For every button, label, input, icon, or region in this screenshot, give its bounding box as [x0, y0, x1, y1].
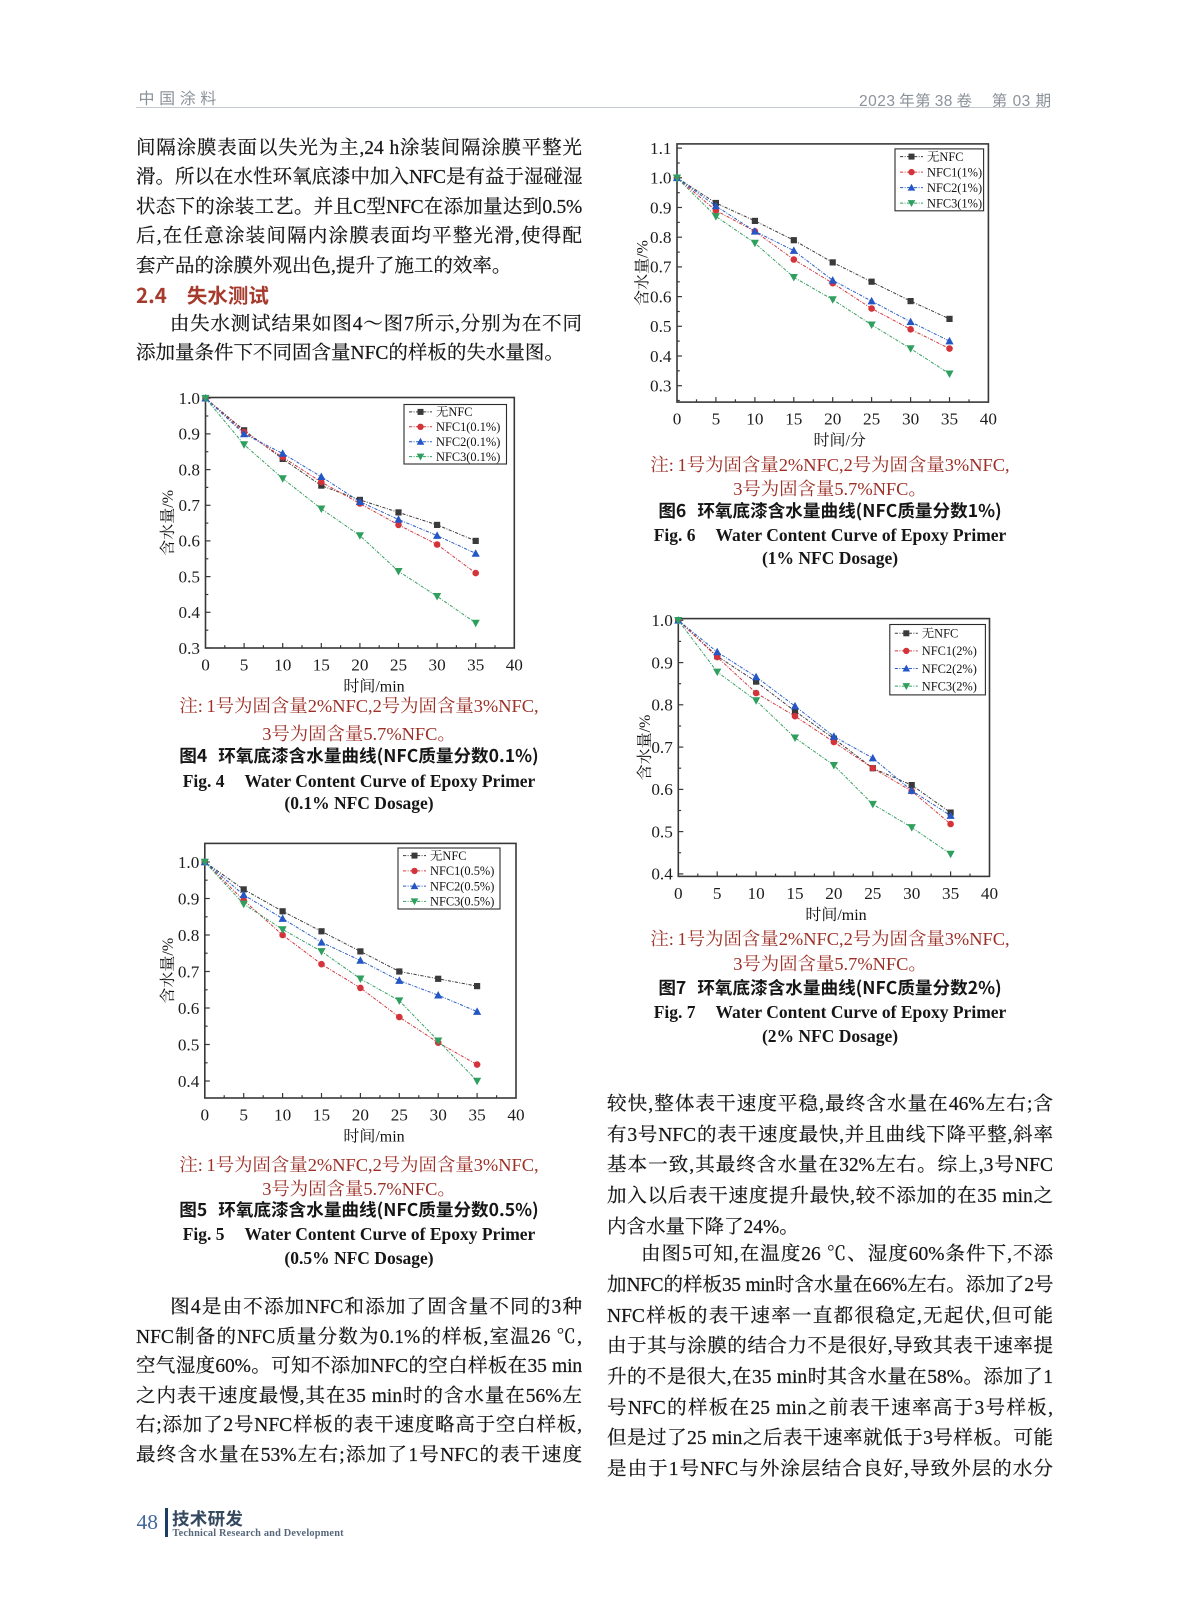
svg-text:10: 10	[748, 884, 765, 903]
svg-text:25: 25	[863, 410, 880, 429]
svg-text:30: 30	[429, 656, 446, 675]
svg-text:0.5: 0.5	[179, 567, 200, 586]
svg-text:0.8: 0.8	[650, 228, 671, 247]
svg-text:25: 25	[391, 1106, 408, 1125]
svg-text:时间/min: 时间/min	[343, 1128, 404, 1146]
svg-text:15: 15	[786, 884, 803, 903]
svg-text:0.4: 0.4	[650, 347, 672, 366]
svg-text:NFC1(1%): NFC1(1%)	[927, 165, 982, 179]
svg-text:20: 20	[824, 410, 841, 429]
svg-text:40: 40	[506, 656, 523, 675]
svg-text:30: 30	[903, 884, 920, 903]
svg-text:1.0: 1.0	[179, 389, 200, 408]
svg-text:10: 10	[746, 410, 763, 429]
svg-text:5: 5	[240, 656, 249, 675]
svg-text:含水量/%: 含水量/%	[159, 490, 177, 556]
svg-text:0: 0	[673, 410, 682, 429]
svg-text:35: 35	[942, 884, 959, 903]
svg-text:0.4: 0.4	[178, 1072, 200, 1091]
svg-text:20: 20	[352, 1106, 369, 1125]
svg-text:NFC1(2%): NFC1(2%)	[922, 644, 977, 658]
svg-text:0.6: 0.6	[179, 532, 201, 551]
svg-text:40: 40	[980, 410, 997, 429]
svg-text:35: 35	[469, 1106, 486, 1125]
svg-text:0: 0	[201, 656, 210, 675]
svg-text:30: 30	[902, 410, 919, 429]
svg-text:0: 0	[674, 884, 683, 903]
svg-text:35: 35	[467, 656, 484, 675]
svg-text:NFC3(1%): NFC3(1%)	[927, 196, 982, 210]
svg-text:30: 30	[430, 1106, 447, 1125]
svg-text:40: 40	[507, 1106, 524, 1125]
svg-text:15: 15	[313, 656, 330, 675]
svg-text:35: 35	[941, 410, 958, 429]
svg-text:含水量/%: 含水量/%	[634, 240, 652, 306]
svg-text:NFC2(1%): NFC2(1%)	[927, 181, 982, 195]
svg-text:0.6: 0.6	[651, 780, 673, 799]
svg-text:15: 15	[313, 1106, 330, 1125]
svg-text:NFC3(0.5%): NFC3(0.5%)	[430, 895, 494, 909]
svg-text:无NFC: 无NFC	[430, 849, 467, 863]
svg-text:含水量/%: 含水量/%	[159, 938, 177, 1004]
svg-text:含水量/%: 含水量/%	[636, 715, 654, 781]
svg-text:0: 0	[201, 1106, 210, 1125]
svg-text:0.3: 0.3	[650, 377, 671, 396]
svg-text:0.6: 0.6	[178, 999, 200, 1018]
svg-text:无NFC: 无NFC	[922, 627, 959, 641]
svg-text:0.5: 0.5	[651, 822, 672, 841]
svg-text:40: 40	[981, 884, 998, 903]
svg-text:时间/min: 时间/min	[343, 678, 404, 696]
svg-text:0.7: 0.7	[179, 496, 201, 515]
svg-text:0.9: 0.9	[178, 889, 199, 908]
svg-text:1.0: 1.0	[650, 169, 671, 188]
svg-text:0.7: 0.7	[178, 962, 200, 981]
svg-text:NFC1(0.5%): NFC1(0.5%)	[430, 864, 494, 878]
svg-text:0.4: 0.4	[651, 865, 673, 884]
svg-text:0.9: 0.9	[650, 198, 671, 217]
svg-text:0.8: 0.8	[179, 460, 200, 479]
svg-text:0.5: 0.5	[650, 317, 671, 336]
svg-text:25: 25	[864, 884, 881, 903]
svg-text:无NFC: 无NFC	[927, 150, 964, 164]
svg-text:5: 5	[713, 884, 722, 903]
svg-text:1.0: 1.0	[178, 853, 199, 872]
svg-text:20: 20	[825, 884, 842, 903]
svg-text:0.7: 0.7	[651, 738, 673, 757]
svg-text:NFC2(0.1%): NFC2(0.1%)	[436, 435, 500, 449]
svg-text:0.3: 0.3	[179, 639, 200, 658]
svg-text:1.1: 1.1	[650, 139, 671, 158]
svg-text:25: 25	[390, 656, 407, 675]
svg-text:0.9: 0.9	[651, 653, 672, 672]
svg-text:0.8: 0.8	[651, 696, 672, 715]
svg-text:NFC1(0.1%): NFC1(0.1%)	[436, 420, 500, 434]
svg-text:0.9: 0.9	[179, 425, 200, 444]
svg-text:0.5: 0.5	[178, 1035, 199, 1054]
svg-text:NFC3(2%): NFC3(2%)	[922, 679, 977, 693]
svg-text:0.8: 0.8	[178, 926, 199, 945]
svg-text:0.6: 0.6	[650, 287, 672, 306]
svg-text:0.7: 0.7	[650, 258, 672, 277]
svg-text:10: 10	[274, 656, 291, 675]
svg-text:5: 5	[239, 1106, 248, 1125]
svg-text:10: 10	[274, 1106, 291, 1125]
svg-text:20: 20	[351, 656, 368, 675]
svg-text:NFC2(0.5%): NFC2(0.5%)	[430, 879, 494, 893]
svg-text:5: 5	[712, 410, 721, 429]
svg-text:无NFC: 无NFC	[436, 405, 473, 419]
svg-text:NFC3(0.1%): NFC3(0.1%)	[436, 450, 500, 464]
svg-text:时间/分: 时间/分	[813, 432, 865, 450]
svg-text:15: 15	[785, 410, 802, 429]
svg-text:1.0: 1.0	[651, 611, 672, 630]
svg-text:NFC2(2%): NFC2(2%)	[922, 662, 977, 676]
svg-text:时间/min: 时间/min	[805, 906, 866, 924]
svg-text:0.4: 0.4	[179, 603, 201, 622]
